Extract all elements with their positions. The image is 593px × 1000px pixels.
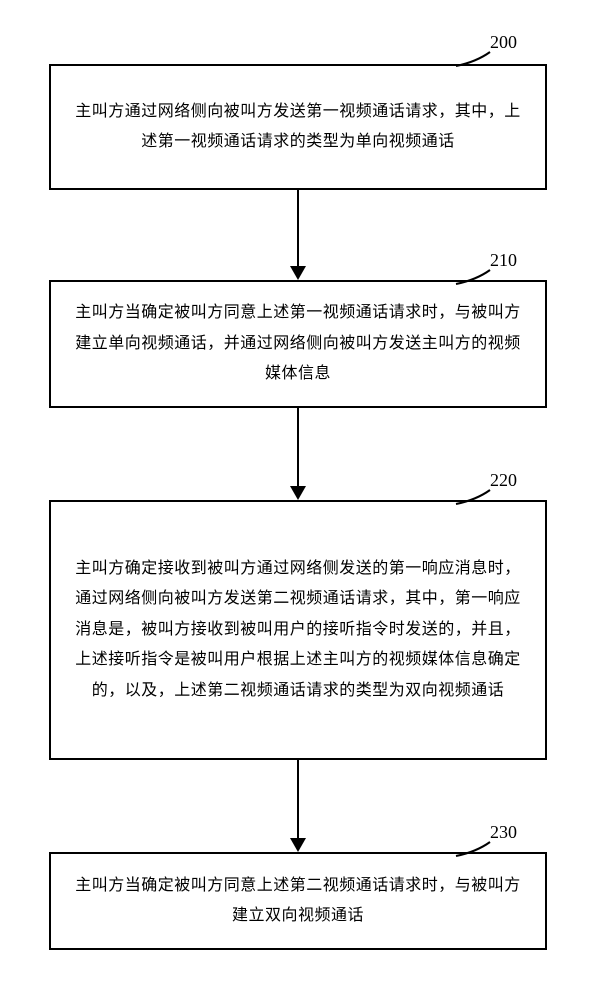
flow-arrow [286,190,310,280]
flow-node-200: 主叫方通过网络侧向被叫方发送第一视频通话请求，其中，上述第一视频通话请求的类型为… [49,64,547,190]
ref-bracket-icon [456,842,496,862]
flowchart-canvas: 主叫方通过网络侧向被叫方发送第一视频通话请求，其中，上述第一视频通话请求的类型为… [0,0,593,1000]
flow-node-210: 主叫方当确定被叫方同意上述第一视频通话请求时，与被叫方建立单向视频通话，并通过网… [49,280,547,408]
flow-node-220: 主叫方确定接收到被叫方通过网络侧发送的第一响应消息时，通过网络侧向被叫方发送第二… [49,500,547,760]
flow-node-230: 主叫方当确定被叫方同意上述第二视频通话请求时，与被叫方建立双向视频通话 [49,852,547,950]
flow-arrow [286,408,310,500]
flow-node-text: 主叫方当确定被叫方同意上述第一视频通话请求时，与被叫方建立单向视频通话，并通过网… [69,298,527,389]
ref-bracket-icon [456,52,496,72]
node-ref-label: 210 [490,250,517,271]
flow-node-text: 主叫方当确定被叫方同意上述第二视频通话请求时，与被叫方建立双向视频通话 [69,871,527,932]
node-ref-label: 200 [490,32,517,53]
node-ref-label: 230 [490,822,517,843]
ref-bracket-icon [456,490,496,510]
node-ref-label: 220 [490,470,517,491]
flow-node-text: 主叫方通过网络侧向被叫方发送第一视频通话请求，其中，上述第一视频通话请求的类型为… [69,97,527,158]
flow-node-text: 主叫方确定接收到被叫方通过网络侧发送的第一响应消息时，通过网络侧向被叫方发送第二… [69,554,527,706]
flow-arrow [286,760,310,852]
ref-bracket-icon [456,270,496,290]
